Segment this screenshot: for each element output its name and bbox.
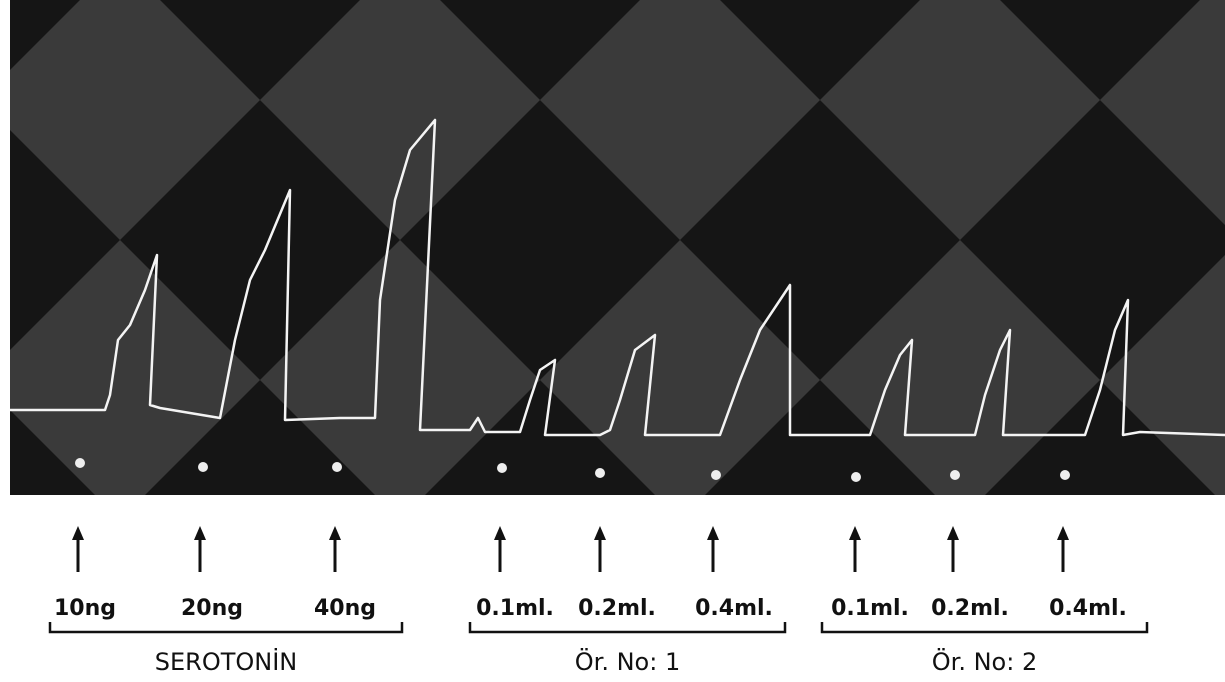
group-label: Ör. No: 2	[932, 647, 1037, 676]
dose-label: 20ng	[181, 596, 243, 621]
trace	[10, 118, 1225, 437]
dose-label: 0.2ml.	[931, 596, 1009, 621]
annotations: 10ng 20ng 40ng SEROTONİN 0.1ml. 0.2ml. 0.4ml. Ö…	[48, 526, 1149, 676]
arrow-head	[849, 526, 861, 540]
arrow-head	[72, 526, 84, 540]
bracket	[48, 622, 404, 634]
arrow-head	[494, 526, 506, 540]
dose-label: 0.1ml.	[476, 596, 554, 621]
group-label: Ör. No: 1	[575, 647, 680, 676]
dose-label: 0.2ml.	[578, 596, 656, 621]
group-label: SEROTONİN	[155, 647, 298, 676]
dose-label: 40ng	[314, 596, 376, 621]
marker-dots	[75, 458, 1070, 482]
arrow-head	[707, 526, 719, 540]
bracket	[468, 622, 787, 634]
arrow-head	[594, 526, 606, 540]
panel-background	[10, 0, 1225, 495]
dose-label: 0.1ml.	[831, 596, 909, 621]
dose-label: 0.4ml.	[1049, 596, 1127, 621]
arrow-head	[194, 526, 206, 540]
arrow-head	[329, 526, 341, 540]
dose-label: 10ng	[54, 596, 116, 621]
arrow-head	[1057, 526, 1069, 540]
arrow-head	[947, 526, 959, 540]
dose-label: 0.4ml.	[695, 596, 773, 621]
bracket	[820, 622, 1149, 634]
recording-panel	[10, 0, 1225, 495]
